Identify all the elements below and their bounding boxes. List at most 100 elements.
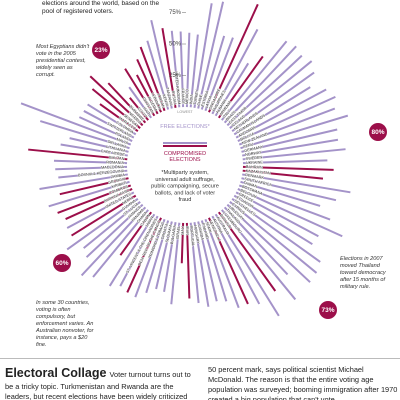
bar	[242, 165, 334, 171]
country-label: BHUTAN	[109, 156, 125, 162]
bar	[233, 194, 313, 246]
bar	[235, 88, 327, 139]
bar	[237, 188, 343, 238]
bar	[20, 102, 132, 146]
bar	[179, 31, 185, 108]
bar	[189, 222, 200, 304]
bar	[57, 184, 132, 214]
country-label: GERMANY	[244, 145, 264, 153]
y-tick-label: 75%	[169, 10, 182, 16]
bar	[83, 201, 141, 249]
bar	[129, 97, 149, 121]
country-label: SPAIN	[205, 221, 213, 233]
bar	[58, 169, 128, 179]
bar	[240, 180, 321, 207]
country-label: GEORGIA	[108, 177, 127, 185]
y-tick-label: 25%	[169, 73, 182, 79]
bar	[242, 173, 351, 194]
bar	[223, 45, 297, 124]
legend-label: FREE ELECTIONS*	[160, 124, 210, 130]
bar	[134, 218, 166, 298]
country-label: NORWAY	[245, 150, 262, 157]
bar	[208, 217, 249, 305]
bar	[65, 188, 133, 221]
bar	[48, 180, 130, 208]
intro-text: elections around the world, based on the…	[42, 0, 160, 16]
bar	[71, 194, 137, 237]
country-label: KENYA	[162, 94, 170, 108]
badge: 73%	[319, 301, 337, 319]
country-label: SRI LANKA	[107, 140, 128, 150]
legend-label: COMPROMISED ELECTIONS	[164, 151, 206, 163]
bar	[193, 3, 213, 108]
bar	[126, 217, 162, 293]
country-label: PERU	[243, 142, 255, 149]
bar	[211, 28, 259, 115]
bar	[197, 221, 218, 302]
country-label: JORDAN	[156, 93, 165, 109]
bar	[170, 30, 181, 108]
country-label: TURKEY	[193, 89, 200, 105]
bar	[238, 107, 336, 146]
badge: 80%	[369, 123, 387, 141]
bar	[189, 34, 199, 108]
bar	[155, 221, 173, 290]
bar	[217, 211, 277, 292]
bar	[200, 35, 226, 110]
bar	[217, 55, 264, 119]
bar	[240, 114, 349, 150]
bar	[161, 28, 177, 108]
country-label: ROMANIA	[106, 160, 124, 165]
bar	[241, 177, 337, 202]
bar	[39, 120, 130, 150]
bar	[55, 165, 128, 171]
bar	[60, 143, 128, 157]
bar	[69, 137, 129, 153]
country-label: SLOVAKIA	[165, 224, 173, 243]
country-label: JAPAN	[145, 216, 155, 228]
country-label: INDIA	[189, 94, 194, 105]
bar	[150, 19, 173, 109]
bar	[200, 220, 228, 302]
country-label: FRANCE	[180, 88, 185, 104]
country-label: RUSSIA	[171, 91, 177, 106]
bar	[193, 222, 210, 307]
country-label: MALTA	[116, 137, 129, 145]
article-column: 50 percent mark, says political scientis…	[208, 365, 398, 400]
bar	[238, 184, 331, 221]
country-label: ITALY	[222, 108, 232, 119]
bar	[139, 46, 166, 112]
bar	[91, 88, 141, 129]
bar	[185, 32, 191, 108]
bar	[85, 203, 144, 258]
annotation: Most Egyptians didn't vote in the 2005 p…	[36, 44, 89, 78]
bar	[119, 215, 159, 287]
country-label: NEPAL	[122, 196, 134, 206]
lowest-label: LOWEST	[177, 110, 193, 114]
bar	[208, 3, 259, 113]
country-label: CAPE VERDE	[100, 149, 125, 157]
country-label: LATVIA	[205, 95, 213, 109]
bar	[128, 86, 153, 119]
bar	[92, 209, 149, 278]
country-label: ESTONIA	[201, 90, 210, 107]
bar	[180, 222, 185, 264]
chart: MEXICO INDIATURKEYCHILEESTONIALATVIASINGA…	[20, 1, 351, 317]
bar	[214, 213, 280, 317]
bar	[119, 211, 153, 256]
country-label: HUNGARY	[193, 225, 200, 245]
country-label: ISRAEL	[176, 226, 181, 240]
bar	[87, 103, 137, 136]
bar	[163, 222, 177, 293]
bar	[99, 103, 139, 133]
bar	[231, 197, 321, 263]
country-label: DENMARK	[245, 173, 265, 180]
country-label: KIRIBATI	[111, 181, 127, 189]
bar	[231, 71, 315, 133]
bar	[107, 82, 147, 124]
bar	[108, 213, 156, 287]
bar	[221, 40, 288, 121]
bar	[237, 95, 336, 142]
country-label: ZAMBIA	[111, 173, 126, 179]
